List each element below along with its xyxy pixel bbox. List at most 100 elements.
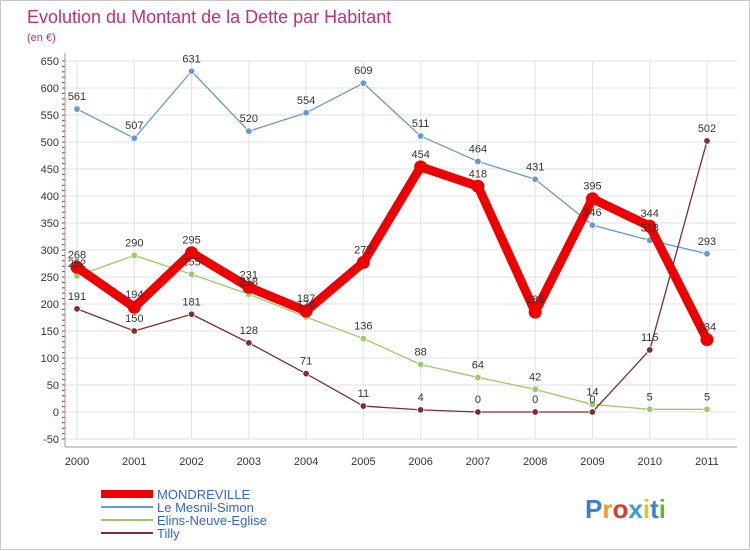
x-tick-label: 2001 [122,456,146,468]
data-point [245,127,253,135]
data-point [588,400,597,409]
data-label: 395 [583,181,601,193]
series-line [76,140,708,413]
x-tick-label: 2011 [695,456,719,468]
data-point [416,406,425,414]
data-label: 277 [354,244,372,256]
data-label: 14 [586,386,598,398]
data-point [70,260,84,274]
data-point [528,305,542,319]
proxiti-logo: Proxiti [585,494,666,524]
y-tick-label: -50 [43,434,59,446]
x-tick-label: 2005 [351,456,375,468]
x-tick-label: 2006 [408,456,432,468]
y-tick-label: 400 [41,191,59,203]
data-label: 631 [182,53,200,65]
data-point [531,175,539,183]
data-point [187,270,196,278]
data-label: 0 [589,394,595,406]
data-label: 255 [182,256,200,268]
data-point [302,109,310,117]
data-point [474,157,482,166]
data-point [187,67,196,75]
data-point [416,132,425,140]
data-label: 136 [354,321,372,333]
data-point [588,221,597,229]
data-label: 194 [125,289,143,301]
data-point [359,402,368,410]
data-point [73,105,81,113]
data-label: 293 [698,236,716,248]
data-point [130,327,138,335]
data-point [356,255,370,269]
y-tick-label: 150 [41,326,59,338]
data-label: 187 [297,293,315,305]
y-tick-label: 450 [41,164,59,176]
data-label: 88 [415,346,427,358]
data-point [359,334,368,343]
data-label: 290 [125,237,143,249]
x-tick-label: 2009 [580,456,604,468]
data-label: 268 [68,249,86,261]
y-tick-label: 0 [53,407,59,419]
data-label: 5 [647,391,653,403]
data-point [703,405,711,413]
data-point [703,137,711,145]
data-point [646,405,654,413]
data-label: 295 [182,235,200,247]
legend-label: Elins-Neuve-Eglise [157,513,267,528]
data-point [588,408,597,416]
data-label: 4 [418,392,424,404]
y-tick-label: 600 [41,83,59,95]
data-point [531,385,539,394]
y-tick-label: 650 [41,56,59,68]
data-label: 0 [475,394,481,406]
data-point [185,246,199,260]
data-label: 344 [641,208,659,220]
data-point [643,219,657,233]
data-point [414,160,428,174]
data-label: 418 [469,168,487,180]
x-tick-label: 2010 [637,456,661,468]
data-point [302,369,310,378]
y-tick-label: 350 [41,218,59,230]
data-label: 128 [240,325,258,337]
data-point [73,305,81,313]
data-point [130,134,138,142]
chart-subtitle: (en €) [27,32,56,44]
x-tick-label: 2002 [179,456,203,468]
data-label: 71 [300,356,312,368]
data-label: 42 [529,371,541,383]
legend-label: Tilly [157,526,180,541]
data-label: 191 [68,291,86,303]
data-point [127,300,141,314]
series-line [76,254,708,410]
data-point [299,304,313,318]
y-tick-label: 250 [41,272,59,284]
x-tick-label: 2004 [294,456,318,468]
data-label: 176 [297,299,315,311]
data-point [474,373,482,382]
data-point [245,339,253,347]
y-tick-label: 100 [41,353,59,365]
data-label: 231 [240,269,258,281]
data-label: 181 [182,296,200,308]
x-tick-label: 2008 [523,456,547,468]
data-label: 609 [354,65,372,77]
data-point [700,333,714,347]
series-line [72,162,712,345]
data-label: 502 [698,123,716,135]
data-point [416,360,425,369]
data-label: 464 [469,143,487,155]
data-point [130,251,138,260]
x-tick-label: 2007 [466,456,490,468]
data-point [242,280,256,294]
data-point [531,408,539,416]
data-label: 64 [472,359,484,371]
data-point [585,192,599,206]
y-tick-label: 200 [41,299,59,311]
data-label: 134 [698,322,716,334]
data-label: 511 [412,118,430,130]
